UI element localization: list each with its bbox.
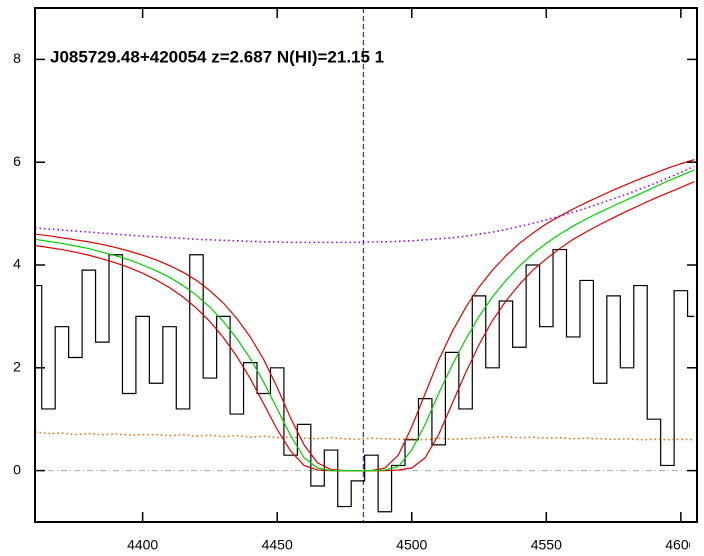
x-tick-label: 4400 [127, 537, 158, 553]
x-tick-label: 4450 [262, 537, 293, 553]
y-tick-label: 2 [13, 359, 21, 375]
y-tick-label: 6 [13, 153, 21, 169]
x-tick-label: 4550 [531, 537, 562, 553]
series-line [35, 165, 695, 244]
axes: 4400 4450 4500 4550 4600 0 2 4 6 8 [13, 8, 697, 553]
y-tick-label: 4 [13, 256, 21, 272]
y-tick-label: 8 [13, 50, 21, 66]
plot-frame [34, 7, 698, 523]
series-line [35, 248, 695, 513]
series-line [35, 181, 695, 472]
series-line [35, 169, 695, 472]
x-tick-label: 4600 [665, 537, 696, 553]
series-line [35, 159, 695, 472]
chart-title: J085729.48+420054 z=2.687 N(HI)=21.15 1 [50, 47, 384, 66]
plot-area [35, 8, 697, 522]
y-tick-label: 0 [13, 461, 21, 477]
x-tick-label: 4500 [396, 537, 427, 553]
series-line [35, 431, 695, 441]
